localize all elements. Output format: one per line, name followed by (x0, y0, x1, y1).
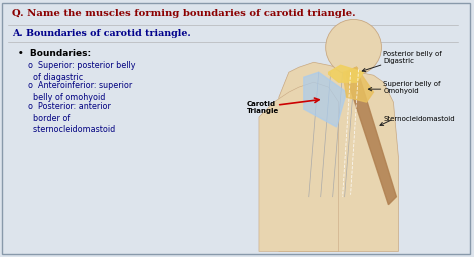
Text: •  Boundaries:: • Boundaries: (18, 49, 91, 58)
Text: Q. Name the muscles forming boundaries of carotid triangle.: Q. Name the muscles forming boundaries o… (12, 10, 356, 19)
Text: o  Posterior: anterior
  border of
  sternocleidomastoid: o Posterior: anterior border of sternocl… (28, 102, 115, 134)
Polygon shape (346, 67, 396, 205)
Text: Sternocleidomastoid: Sternocleidomastoid (383, 116, 455, 122)
Text: Posterior belly of
Digastric: Posterior belly of Digastric (383, 51, 442, 64)
Polygon shape (259, 82, 338, 252)
Text: o  Superior: posterior belly
  of diagastric: o Superior: posterior belly of diagastri… (28, 61, 136, 82)
Polygon shape (344, 67, 374, 102)
Text: A. Boundaries of carotid triangle.: A. Boundaries of carotid triangle. (12, 29, 191, 38)
Polygon shape (328, 65, 364, 82)
Polygon shape (304, 72, 346, 127)
Polygon shape (279, 62, 398, 252)
Text: o  Anteroinferior: superior
  belly of omohyoid: o Anteroinferior: superior belly of omoh… (28, 81, 132, 102)
Text: Carotid
Triangle: Carotid Triangle (247, 100, 279, 114)
Text: Superior belly of
Omohyoid: Superior belly of Omohyoid (383, 81, 441, 94)
Circle shape (326, 20, 382, 75)
